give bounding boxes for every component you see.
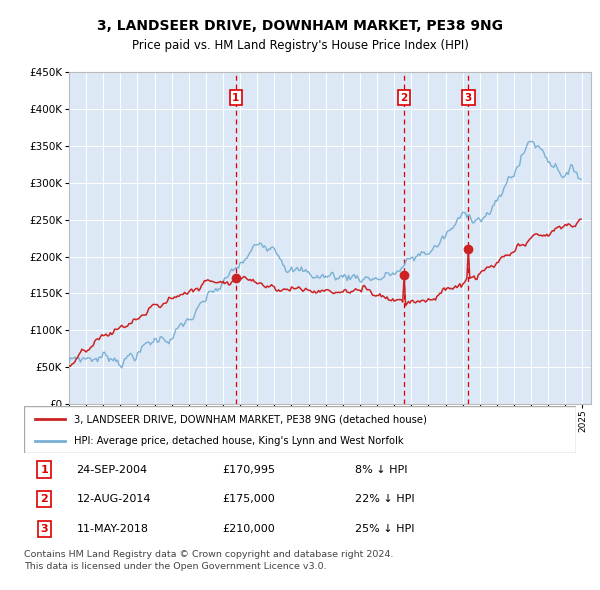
Text: 2: 2 bbox=[401, 93, 408, 103]
Text: 25% ↓ HPI: 25% ↓ HPI bbox=[355, 524, 415, 534]
Text: £210,000: £210,000 bbox=[223, 524, 275, 534]
Text: Price paid vs. HM Land Registry's House Price Index (HPI): Price paid vs. HM Land Registry's House … bbox=[131, 39, 469, 52]
Text: HPI: Average price, detached house, King's Lynn and West Norfolk: HPI: Average price, detached house, King… bbox=[74, 437, 403, 446]
Text: £170,995: £170,995 bbox=[223, 464, 276, 474]
Text: 2: 2 bbox=[41, 494, 48, 504]
Text: 3: 3 bbox=[465, 93, 472, 103]
Text: 11-MAY-2018: 11-MAY-2018 bbox=[76, 524, 148, 534]
Text: 3, LANDSEER DRIVE, DOWNHAM MARKET, PE38 9NG: 3, LANDSEER DRIVE, DOWNHAM MARKET, PE38 … bbox=[97, 19, 503, 33]
Text: 12-AUG-2014: 12-AUG-2014 bbox=[76, 494, 151, 504]
Text: 3: 3 bbox=[41, 524, 48, 534]
Text: £175,000: £175,000 bbox=[223, 494, 275, 504]
Text: 3, LANDSEER DRIVE, DOWNHAM MARKET, PE38 9NG (detached house): 3, LANDSEER DRIVE, DOWNHAM MARKET, PE38 … bbox=[74, 414, 427, 424]
Text: Contains HM Land Registry data © Crown copyright and database right 2024.
This d: Contains HM Land Registry data © Crown c… bbox=[24, 550, 394, 571]
Text: 24-SEP-2004: 24-SEP-2004 bbox=[76, 464, 148, 474]
Text: 1: 1 bbox=[232, 93, 239, 103]
Text: 1: 1 bbox=[41, 464, 48, 474]
Text: 8% ↓ HPI: 8% ↓ HPI bbox=[355, 464, 408, 474]
Text: 22% ↓ HPI: 22% ↓ HPI bbox=[355, 494, 415, 504]
